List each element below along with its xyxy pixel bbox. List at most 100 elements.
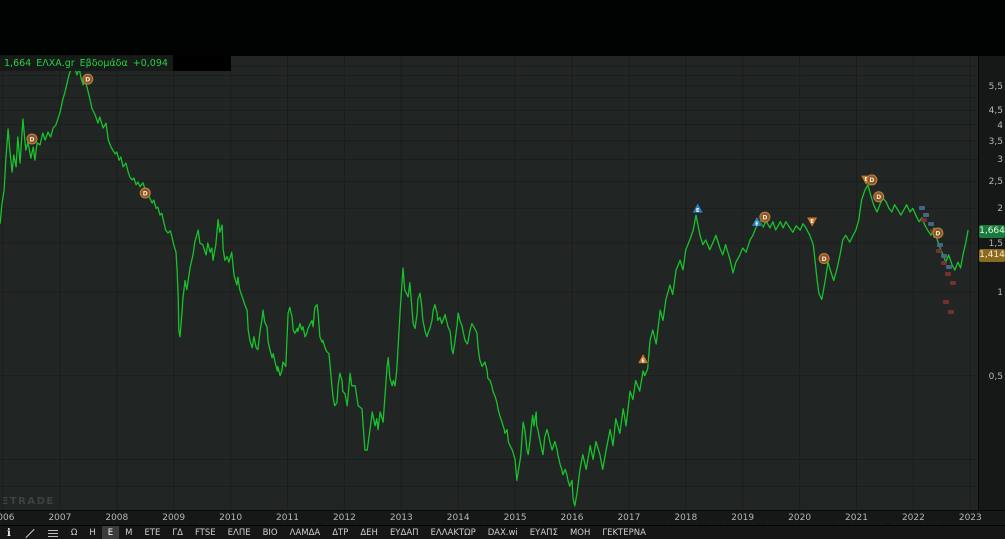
dividend-marker-label: D xyxy=(143,190,148,197)
blue-alert-tag[interactable] xyxy=(946,265,952,269)
toolbar-item-ftse[interactable]: FTSE xyxy=(194,528,216,538)
time-axis-label: 2008 xyxy=(105,513,129,523)
toolbar-item-epsilon[interactable]: Ε xyxy=(101,526,120,539)
time-axis[interactable]: 2006 2007 2008 2009 2010 2011 2012 2013 2014 2015… xyxy=(0,510,1005,526)
toolbar-item-ete[interactable]: ΕΤΕ xyxy=(144,528,161,538)
dividend-marker-icon[interactable] xyxy=(759,211,771,223)
price-line-series xyxy=(0,63,969,507)
event-marker-label: E xyxy=(641,359,645,365)
chart-plot-background xyxy=(0,56,978,510)
toolbar-item-mu[interactable]: Μ xyxy=(125,528,133,538)
redacted-top-toolbar xyxy=(0,0,1005,56)
dividend-marker-label: D xyxy=(30,136,35,143)
dividend-marker-icon[interactable] xyxy=(873,191,885,203)
time-axis-label: 2022 xyxy=(901,513,925,523)
event-marker-icon[interactable] xyxy=(806,216,819,228)
price-axis[interactable]: 5,5 4,5 4 3,5 3 2,5 2 1,5 1 0,5 xyxy=(978,56,1005,510)
watchlist-icon[interactable] xyxy=(41,526,65,539)
time-axis-label: 2012 xyxy=(332,513,356,523)
event-marker-label: E xyxy=(810,219,814,225)
legend-symbol[interactable]: ΕΛΧΑ.gr xyxy=(36,57,75,69)
info-icon[interactable]: i xyxy=(0,526,18,539)
dividend-marker-label: D xyxy=(876,194,881,201)
last-price-badge: 1,664 xyxy=(979,224,1005,238)
time-axis-label: 2011 xyxy=(276,513,299,523)
toolbar-item-dax-wi[interactable]: DAX.wi xyxy=(487,528,518,538)
dividend-marker-icon[interactable] xyxy=(866,174,878,186)
time-axis-label: 2010 xyxy=(219,513,243,523)
red-alert-tag[interactable] xyxy=(950,281,956,285)
time-axis-label: 2016 xyxy=(560,513,584,523)
time-axis-label: 2021 xyxy=(845,513,868,523)
red-alert-tag[interactable] xyxy=(941,261,947,265)
event-marker-icon[interactable] xyxy=(691,202,704,214)
toolbar-item-omega[interactable]: Ω xyxy=(70,528,78,538)
blue-alert-tag[interactable] xyxy=(919,206,925,210)
toolbar-item-gd[interactable]: ΓΔ xyxy=(172,528,183,538)
red-alert-tag[interactable] xyxy=(945,272,951,276)
toolbar-item-dtr[interactable]: ΔΤΡ xyxy=(332,528,349,538)
price-axis-label: 3 xyxy=(997,155,1003,166)
dividend-marker-icon[interactable] xyxy=(818,252,830,264)
time-axis-label: 2009 xyxy=(162,513,186,523)
toolbar-item-eta[interactable]: Η xyxy=(89,528,96,538)
price-axis-label: 1 xyxy=(997,288,1003,298)
alert-price-badge: 1,414 xyxy=(979,249,1005,263)
dividend-marker-label: D xyxy=(822,256,827,263)
dividend-marker-icon[interactable] xyxy=(26,133,38,145)
time-axis-label: 2014 xyxy=(446,513,470,523)
legend-timeframe[interactable]: Εβδομάδα xyxy=(79,57,128,69)
time-axis-label: 2020 xyxy=(788,513,812,523)
platform-watermark: ΞTRADE xyxy=(2,496,55,507)
red-alert-tag[interactable] xyxy=(936,249,942,253)
time-axis-label: 2018 xyxy=(674,513,698,523)
time-axis-label: 2006 xyxy=(0,513,15,523)
dividend-marker-label: D xyxy=(85,76,90,83)
event-marker-label: E xyxy=(755,221,759,227)
price-axis-label: 2 xyxy=(997,204,1003,215)
red-alert-tag[interactable] xyxy=(921,218,927,222)
price-axis-label: 1,5 xyxy=(988,239,1003,250)
dividend-marker-icon[interactable] xyxy=(82,73,94,85)
time-axis-label: 2019 xyxy=(731,513,755,523)
toolbar-item-moh[interactable]: ΜΟΗ xyxy=(569,528,591,538)
dividend-marker-icon[interactable] xyxy=(932,227,944,239)
toolbar-item-bio[interactable]: ΒΙΟ xyxy=(262,528,278,538)
blue-alert-tag[interactable] xyxy=(941,254,947,258)
time-axis-label: 2023 xyxy=(958,513,982,523)
toolbar-item-deh[interactable]: ΔΕΗ xyxy=(360,528,378,538)
toolbar-item-gekterna[interactable]: ΓΕΚΤΕΡΝΑ xyxy=(602,528,646,538)
bottom-toolbar: i Ω Η Ε Μ ΕΤΕ ΓΔ FTSE ΕΛΠΕ ΒΙΟ ΛΑΜΔΑ ΔΤΡ ΔΕΗ ΕΥΔΑΠ ΕΛΛ… xyxy=(0,525,1005,539)
event-marker-icon[interactable] xyxy=(750,215,764,227)
redacted-block xyxy=(173,55,231,71)
time-axis-label: 2013 xyxy=(389,513,413,523)
toolbar-item-ellaktor[interactable]: ΕΛΛΑΚΤΩΡ xyxy=(430,528,476,538)
red-alert-tag[interactable] xyxy=(943,300,949,304)
toolbar-item-eyaps[interactable]: ΕΥΑΠΣ xyxy=(529,528,558,538)
draw-line-icon xyxy=(25,529,34,538)
toolbar-item-lamda[interactable]: ΛΑΜΔΑ xyxy=(289,528,321,538)
dividend-marker-label: D xyxy=(869,177,874,184)
blue-alert-tag[interactable] xyxy=(923,213,929,217)
watchlist-icon xyxy=(47,529,58,537)
legend-change: +0,094 xyxy=(132,57,168,69)
price-axis-label: 4 xyxy=(997,120,1003,131)
draw-tool-icon[interactable] xyxy=(18,526,41,539)
blue-alert-tag[interactable] xyxy=(928,222,934,226)
red-alert-tag[interactable] xyxy=(948,310,954,314)
time-axis-label: 2015 xyxy=(503,513,527,523)
time-axis-label: 2017 xyxy=(617,513,641,523)
dividend-marker-icon[interactable] xyxy=(139,187,151,199)
toolbar-item-eydap[interactable]: ΕΥΔΑΠ xyxy=(389,528,419,538)
price-axis-label: 4,5 xyxy=(988,106,1003,117)
dividend-marker-label: D xyxy=(935,230,940,237)
toolbar-item-elpe[interactable]: ΕΛΠΕ xyxy=(227,528,251,538)
price-axis-label: 2,5 xyxy=(988,177,1003,188)
event-marker-icon[interactable] xyxy=(637,352,650,364)
info-icon: i xyxy=(7,527,11,539)
price-axis-label: 0,5 xyxy=(988,371,1003,382)
time-axis-minor-ticks xyxy=(0,522,978,526)
blue-alert-tag[interactable] xyxy=(937,243,943,247)
price-axis-label: 5,5 xyxy=(988,82,1003,93)
